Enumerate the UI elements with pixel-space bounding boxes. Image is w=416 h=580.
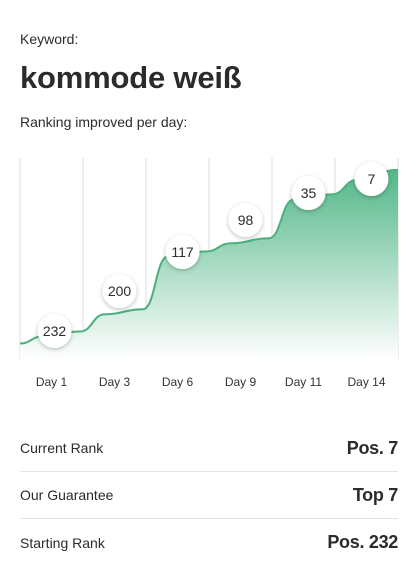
rank-marker-circle xyxy=(291,176,326,210)
rank-marker-circle xyxy=(102,274,137,308)
rank-marker: 35 xyxy=(291,176,326,210)
chart-subtitle: Ranking improved per day: xyxy=(20,114,188,130)
stat-label: Current Rank xyxy=(20,440,104,456)
keyword-title: kommode weiß xyxy=(20,60,242,95)
x-tick-label: Day 6 xyxy=(162,375,194,389)
rank-stats: Current Rank Pos. 7 Our Guarantee Top 7 … xyxy=(20,425,398,566)
rank-marker-circle xyxy=(228,203,263,237)
stat-row-starting-rank: Starting Rank Pos. 232 xyxy=(20,519,398,566)
stat-row-current-rank: Current Rank Pos. 7 xyxy=(20,425,398,472)
rank-marker: 117 xyxy=(165,235,200,269)
x-tick-label: Day 9 xyxy=(225,375,257,389)
stat-row-our-guarantee: Our Guarantee Top 7 xyxy=(20,472,398,519)
ranking-chart: 232 200 117 98 35 7 Day 1 Day 3 Day 6 Day 9 Day 1… xyxy=(0,150,416,400)
rank-marker-circle xyxy=(37,314,72,348)
rank-marker-label: 35 xyxy=(301,185,317,201)
stat-label: Starting Rank xyxy=(20,534,105,551)
x-tick-label: Day 14 xyxy=(347,375,385,389)
ranking-area xyxy=(20,169,398,360)
stat-value: Top 7 xyxy=(352,484,398,505)
x-tick-label: Day 3 xyxy=(99,375,131,389)
rank-marker-label: 232 xyxy=(43,323,67,339)
stat-value: Pos. 7 xyxy=(346,437,399,458)
rank-marker: 98 xyxy=(228,203,263,237)
stat-label: Our Guarantee xyxy=(20,487,114,503)
rank-marker: 7 xyxy=(354,162,389,196)
ranking-line xyxy=(19,168,399,345)
x-tick-label: Day 11 xyxy=(285,375,322,389)
rank-marker-label: 98 xyxy=(238,212,254,228)
rank-marker-circle xyxy=(165,235,200,269)
stat-value: Pos. 232 xyxy=(327,532,398,552)
rank-marker: 232 xyxy=(37,314,72,348)
rank-marker-circle xyxy=(354,162,389,196)
rank-marker-label: 117 xyxy=(171,244,194,260)
rank-marker-label: 7 xyxy=(368,171,376,187)
ranking-chart-svg: 232 200 117 98 35 7 Day 1 Day 3 Day 6 Day 9 Day 1… xyxy=(19,158,399,389)
rank-marker-label: 200 xyxy=(108,283,132,299)
rank-marker: 200 xyxy=(102,274,137,308)
x-tick-label: Day 1 xyxy=(36,375,68,389)
keyword-label: Keyword: xyxy=(20,31,79,47)
